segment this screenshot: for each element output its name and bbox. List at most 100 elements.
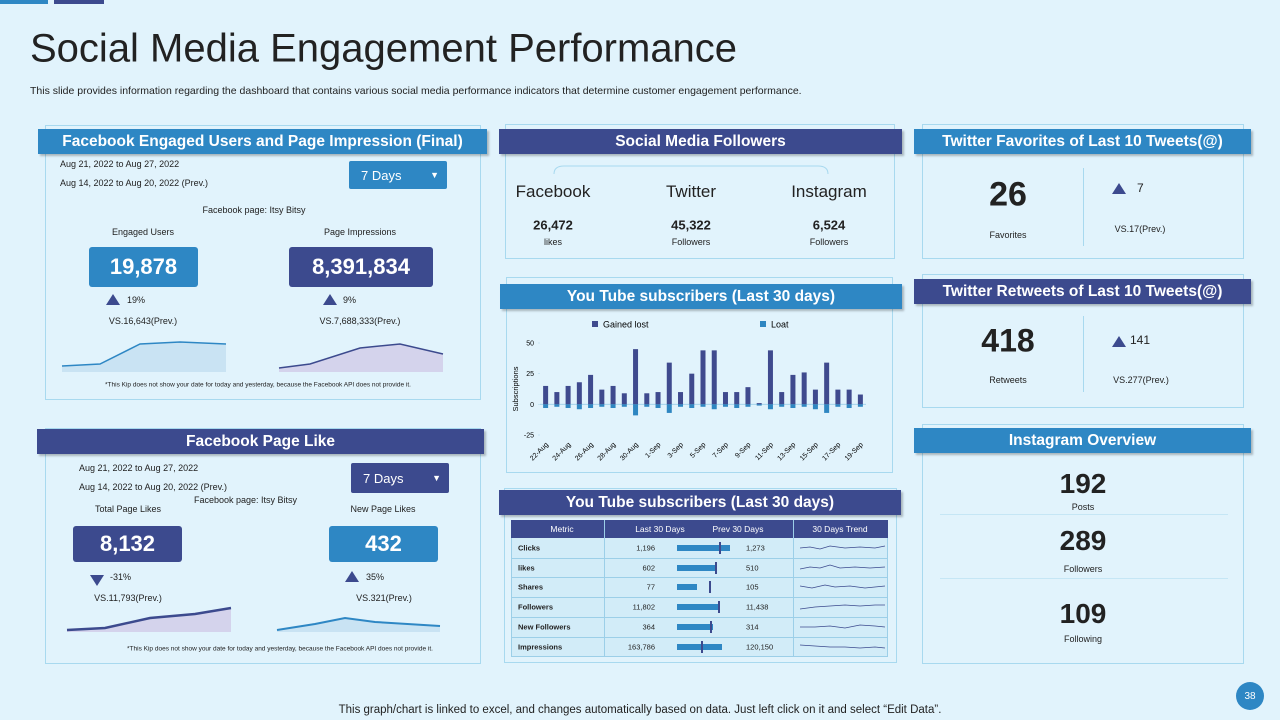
up-arrow xyxy=(1112,336,1126,347)
dropdown[interactable]: 7 Days ▼ xyxy=(351,463,449,493)
bar xyxy=(700,404,706,407)
legend-swatch xyxy=(592,321,598,327)
metric-name: Followers xyxy=(518,602,554,612)
bar xyxy=(666,404,672,413)
network-value: 26,472 xyxy=(533,217,573,233)
trend-sparkline xyxy=(800,564,886,570)
bar xyxy=(745,387,751,405)
bar xyxy=(824,404,830,413)
panel xyxy=(45,125,481,400)
metric-name: Clicks xyxy=(518,543,541,553)
bar xyxy=(588,374,594,405)
metric-label: Page Impressions xyxy=(323,227,397,237)
bar xyxy=(801,404,807,407)
x-tick-label: 26-Aug xyxy=(574,441,595,462)
period: Aug 14, 2022 to Aug 20, 2022 (Prev.) xyxy=(60,178,208,188)
divider xyxy=(1083,168,1084,246)
bar xyxy=(554,392,560,405)
x-tick-label: 9-Sep xyxy=(734,441,752,459)
progress-bar xyxy=(677,584,697,591)
network-name: Twitter xyxy=(665,182,717,201)
legend-swatch xyxy=(760,321,766,327)
panel xyxy=(922,424,1244,664)
y-tick-label: 50 xyxy=(526,341,534,348)
progress-bar xyxy=(677,564,717,571)
bar xyxy=(812,404,818,410)
metric-prev: VS.16,643(Prev.) xyxy=(108,316,178,326)
y-axis-label: Subscriptions xyxy=(511,366,520,411)
bar xyxy=(678,404,684,407)
note: *This Kip does not show your date for to… xyxy=(127,645,433,653)
x-tick-label: 17-Sep xyxy=(821,441,842,462)
subtitle: This slide provides information regardin… xyxy=(30,85,802,97)
column-header: Last 30 Days xyxy=(635,524,685,534)
sparkline xyxy=(276,616,441,631)
tab-deco xyxy=(0,0,48,4)
metric-value: 8,391,834 xyxy=(289,247,433,287)
sparkline-area xyxy=(279,344,443,372)
dropdown-label: 7 Days xyxy=(361,167,402,183)
metric-prev: VS.7,688,333(Prev.) xyxy=(319,316,401,326)
kpi-value: 418 xyxy=(981,322,1035,359)
prev-value: 11,438 xyxy=(746,602,769,612)
kpi-value: 192 xyxy=(1059,468,1107,499)
kpi-value: 289 xyxy=(1059,525,1107,556)
bar xyxy=(588,404,594,409)
last-value: 1,196 xyxy=(636,543,655,553)
prev-value: 1,273 xyxy=(746,543,765,553)
kpi-value: 26 xyxy=(989,175,1027,214)
panel xyxy=(504,488,897,663)
up-arrow xyxy=(323,294,337,305)
bar xyxy=(767,350,773,405)
bar xyxy=(734,392,740,405)
row-divider xyxy=(511,597,888,599)
row-divider xyxy=(511,577,888,579)
progress-marker xyxy=(718,601,720,614)
down-arrow xyxy=(90,575,104,586)
metric-name: likes xyxy=(518,563,535,573)
bar xyxy=(722,392,728,405)
bar xyxy=(779,404,785,407)
metric-name: Shares xyxy=(518,582,544,592)
network-unit: Followers xyxy=(809,237,849,247)
panel-header: You Tube subscribers (Last 30 days) xyxy=(499,490,901,515)
row-divider xyxy=(511,616,888,618)
footer-note: This graph/chart is linked to excel, and… xyxy=(338,704,942,716)
bar xyxy=(846,389,852,405)
metric-label: Total Page Likes xyxy=(94,504,162,514)
bar xyxy=(734,404,740,409)
x-tick-label: 5-Sep xyxy=(689,441,707,459)
dropdown-label: 7 Days xyxy=(363,470,404,486)
panel-header: Instagram Overview xyxy=(914,428,1251,453)
metric-value: 432 xyxy=(329,526,438,562)
metric-name: Impressions xyxy=(518,642,563,651)
bar xyxy=(644,404,650,407)
panel-header: Twitter Favorites of Last 10 Tweets(@) xyxy=(914,129,1251,154)
sparkline-area xyxy=(277,618,440,632)
bar xyxy=(610,385,616,405)
up-arrow xyxy=(106,294,120,305)
metric-change: 19% xyxy=(127,295,146,305)
sparklines xyxy=(61,341,444,372)
dropdown[interactable]: 7 Days ▼ xyxy=(349,161,447,189)
divider xyxy=(940,578,1228,579)
sparklines xyxy=(66,606,441,632)
trend-sparkline xyxy=(800,545,886,550)
kpi-prev: VS.17(Prev.) xyxy=(1114,224,1166,234)
progress-marker xyxy=(710,620,712,633)
x-tick-label: 11-Sep xyxy=(754,441,775,462)
network-value: 45,322 xyxy=(671,217,711,233)
metric-change: -31% xyxy=(110,572,132,582)
sparkline xyxy=(278,343,444,369)
bar xyxy=(678,392,684,405)
network-name: Facebook xyxy=(515,182,591,201)
bar xyxy=(633,404,639,416)
sparkline xyxy=(61,341,227,367)
bar xyxy=(610,404,616,409)
column-header: Prev 30 Days xyxy=(712,524,764,534)
sparkline-area xyxy=(62,342,226,372)
prev-value: 314 xyxy=(746,622,759,632)
bar xyxy=(835,389,841,405)
trend-line xyxy=(800,644,886,648)
